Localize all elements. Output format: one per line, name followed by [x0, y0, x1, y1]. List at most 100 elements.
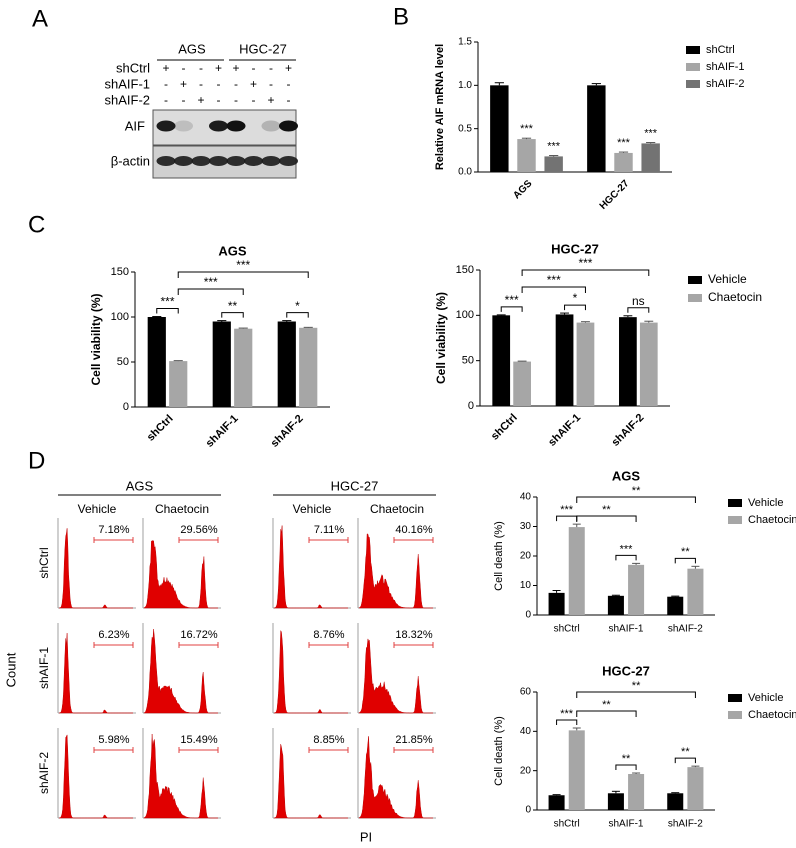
percentage: 8.85% — [313, 734, 344, 746]
percentage: 40.16% — [395, 524, 433, 536]
bracket — [627, 307, 650, 313]
row-label: shCtrl — [116, 60, 150, 75]
bar — [639, 322, 658, 406]
bracket-label: *** — [204, 275, 218, 289]
bar — [277, 321, 296, 407]
significance: *** — [547, 140, 561, 152]
legend-swatch — [728, 694, 742, 702]
chart-title: HGC-27 — [551, 241, 599, 256]
legend-label: shCtrl — [706, 44, 735, 56]
bracket-label: *** — [560, 708, 574, 720]
y-tick-label: 150 — [456, 264, 474, 276]
sign: - — [234, 77, 238, 91]
legend-label: shAIF-2 — [706, 78, 745, 90]
x-tick-label: shAIF-1 — [608, 624, 643, 635]
row-label: shAIF-1 — [104, 76, 150, 91]
percentage: 6.23% — [98, 629, 129, 641]
legend-label: Chaetocin — [708, 290, 762, 304]
sign: + — [215, 61, 222, 75]
band — [156, 156, 176, 166]
group-label: HGC-27 — [239, 41, 287, 56]
legend-swatch — [686, 63, 700, 71]
legend-swatch — [688, 294, 702, 302]
y-tick-label: 0 — [525, 805, 531, 816]
y-tick-label: 0 — [468, 400, 474, 412]
bar — [607, 595, 624, 615]
x-tick-label: shCtrl — [554, 819, 580, 830]
bracket-label: *** — [505, 293, 519, 307]
histogram — [273, 744, 348, 819]
y-axis-title: Cell viability (%) — [89, 293, 103, 385]
bar — [667, 596, 684, 615]
y-tick-label: 40 — [520, 492, 532, 503]
band — [191, 156, 211, 166]
y-axis-title: Cell death (%) — [493, 521, 505, 591]
legend-label: Chaetocin — [748, 709, 796, 721]
sign: + — [162, 61, 169, 75]
bracket — [615, 764, 637, 771]
chart-title: AGS — [218, 243, 247, 258]
bar — [628, 774, 645, 810]
sign: + — [232, 61, 239, 75]
bracket — [674, 557, 696, 564]
band-label: AIF — [125, 118, 145, 133]
bar — [576, 322, 595, 406]
sign: - — [269, 61, 273, 75]
sign: - — [199, 77, 203, 91]
bar — [548, 592, 565, 615]
bar — [490, 85, 509, 172]
bracket-label: *** — [160, 295, 174, 309]
percentage: 7.11% — [314, 524, 345, 536]
y-tick-label: 50 — [462, 355, 474, 367]
bar — [587, 85, 606, 172]
bar — [212, 321, 231, 407]
y-tick-label: 100 — [111, 311, 129, 323]
histogram — [58, 633, 133, 714]
x-tick-label: shCtrl — [554, 624, 580, 635]
legend-label: Vehicle — [748, 497, 783, 509]
row-label: shAIF-1 — [37, 647, 51, 689]
sign: + — [250, 77, 257, 91]
bracket-label: *** — [560, 504, 574, 516]
bracket-label: * — [573, 291, 578, 305]
bracket — [177, 271, 309, 278]
band-label: β-actin — [111, 153, 150, 168]
bar — [492, 315, 511, 406]
sign: + — [285, 61, 292, 75]
y-tick-label: 20 — [520, 765, 532, 776]
panel-label: C — [28, 211, 45, 238]
bracket — [221, 312, 244, 318]
condition-label: Vehicle — [293, 502, 332, 516]
histogram — [358, 638, 433, 714]
legend-swatch — [728, 499, 742, 507]
bracket — [177, 288, 244, 295]
legend-label: Vehicle — [748, 692, 783, 704]
panel-label: D — [28, 447, 45, 474]
y-tick-label: 0.0 — [458, 167, 472, 178]
histogram — [143, 629, 218, 714]
band — [209, 120, 228, 132]
sign: - — [269, 77, 273, 91]
bracket — [576, 515, 637, 522]
bracket-label: *** — [547, 273, 561, 287]
histogram — [273, 525, 348, 609]
bar — [667, 793, 684, 810]
percentage: 8.76% — [313, 629, 344, 641]
row-label: shCtrl — [37, 547, 51, 578]
group-label: HGC-27 — [331, 478, 379, 493]
bar — [687, 767, 704, 810]
sign: - — [287, 93, 291, 107]
sign: - — [217, 77, 221, 91]
bracket-label: ** — [681, 546, 690, 558]
bar — [299, 327, 318, 407]
y-tick-label: 30 — [520, 521, 532, 532]
chart-title: AGS — [612, 468, 641, 483]
y-tick-label: 0.5 — [458, 123, 472, 134]
percentage: 18.32% — [395, 629, 433, 641]
y-tick-label: 0 — [525, 610, 531, 621]
bar — [614, 152, 633, 172]
bracket-label: ns — [632, 294, 645, 308]
sign: - — [234, 93, 238, 107]
legend-swatch — [686, 80, 700, 88]
bracket-label: ** — [602, 504, 611, 516]
